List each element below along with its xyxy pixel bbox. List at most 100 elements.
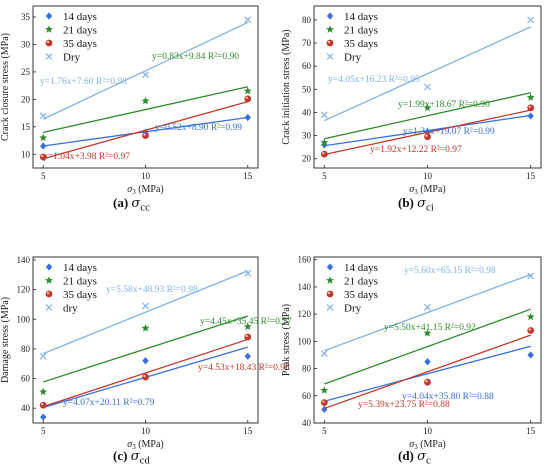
data-point	[142, 302, 149, 310]
y-tick-label: 80	[302, 364, 312, 374]
y-tick-label: 30	[302, 131, 312, 141]
fit-equation: y=0.83x+9.84 R²=0.90	[152, 52, 239, 62]
y-tick-label: 120	[298, 309, 312, 319]
legend-marker	[45, 263, 53, 271]
data-point	[424, 83, 431, 91]
legend-marker	[326, 12, 334, 20]
caption-b-symbol: σ	[417, 196, 427, 211]
fit-line-14-days	[324, 345, 531, 402]
caption-a-sub: cc	[140, 201, 150, 214]
fit-line-35-days	[43, 338, 248, 408]
y-tick-label: 60	[21, 374, 31, 384]
caption-c: (c) σcd	[113, 448, 150, 467]
data-point	[244, 16, 252, 24]
x-tick-label: 5	[41, 171, 46, 181]
x-tick-label: 15	[243, 171, 253, 181]
x-tick-label: 15	[526, 171, 536, 181]
legend-label: 14 days	[63, 262, 97, 274]
legend-label: Dry	[344, 303, 362, 315]
caption-d-label: (d)	[398, 448, 414, 463]
data-point	[244, 113, 251, 122]
data-point	[320, 399, 328, 406]
fit-line-dry	[42, 21, 249, 120]
x-tick-label: 5	[322, 426, 327, 436]
legend-marker	[45, 25, 53, 33]
y-tick-label: 20	[21, 94, 31, 104]
x-tick-label: 10	[423, 171, 433, 181]
fit-line-21-days	[43, 86, 248, 133]
legend-marker	[326, 53, 334, 60]
y-tick-label: 40	[302, 418, 312, 428]
legend-label: Dry	[344, 52, 362, 64]
fit-line-dry	[324, 26, 531, 122]
fit-line-21-days	[324, 92, 531, 140]
data-point	[321, 405, 328, 413]
fit-equation: y=1.04x+3.98 R²=0.97	[43, 152, 130, 162]
y-tick-label: 160	[298, 255, 312, 265]
data-point	[424, 378, 431, 386]
fit-equation: y=5.60x+65.15 R²=0.98	[404, 266, 496, 276]
fit-line-21-days	[43, 315, 248, 383]
caption-a: (a) σcc	[113, 195, 150, 214]
caption-d-symbol: σ	[417, 449, 427, 464]
y-tick-label: 100	[17, 314, 31, 324]
y-tick-label: 20	[302, 154, 312, 164]
fit-equation: y=4.45x+35.45 R²=0.77	[200, 317, 292, 327]
x-tick-label: 10	[141, 426, 151, 436]
legend-marker	[45, 290, 53, 298]
data-point	[142, 132, 149, 140]
fit-equation: y=4.53x+18.43 R²=0.98	[198, 363, 290, 373]
y-tick-label: 35	[21, 12, 31, 22]
data-point	[40, 413, 47, 421]
x-tick-label: 5	[41, 426, 46, 436]
legend-marker	[45, 12, 53, 20]
y-tick-label: 120	[17, 285, 31, 295]
y-tick-label: 80	[21, 344, 31, 354]
legend-marker	[45, 53, 53, 60]
y-tick-label: 40	[21, 403, 31, 413]
data-point	[39, 153, 47, 161]
legend-label: 21 days	[344, 276, 378, 288]
fit-equation: y=1.31x+19.07 R²=0.99	[403, 127, 495, 137]
fit-line-dry	[324, 273, 531, 352]
panel-c: 5 10 15 40 60 80 100 120 140 σ3 (MPa) Damage stres…	[0, 255, 292, 451]
legend-marker	[326, 304, 334, 311]
fit-line-35-days	[324, 109, 531, 156]
data-point	[424, 133, 431, 141]
y-axis-label: Crack initiation stress (MPa)	[281, 29, 292, 144]
x-axis-label: σ3 (MPa)	[127, 184, 164, 196]
data-point	[526, 312, 535, 321]
legend-label: 35 days	[344, 289, 378, 301]
legend-marker	[45, 276, 53, 284]
legend-marker	[326, 25, 334, 33]
fit-equation: y=1.76x+7.60 R²=0.98	[40, 77, 127, 87]
caption-c-symbol: σ	[130, 449, 140, 464]
legend-label: 14 days	[344, 11, 378, 23]
legend-label: 14 days	[63, 11, 97, 23]
data-point	[527, 112, 534, 120]
y-axis-label: Damage stress (MPa)	[0, 297, 11, 383]
fit-equation: y=1.92x+12.22 R²=0.97	[370, 145, 462, 155]
data-point	[142, 373, 149, 381]
data-point	[39, 133, 48, 142]
legend-marker	[326, 290, 334, 298]
panel-b: 5 10 15 20 30 40 50 60 70 80 σ3 (MPa) Crack initiat…	[281, 5, 542, 196]
data-point	[526, 93, 535, 101]
y-tick-label: 15	[21, 122, 31, 132]
y-tick-label: 80	[302, 15, 312, 25]
caption-b-label: (b)	[398, 195, 414, 210]
y-tick-label: 100	[298, 336, 312, 346]
fit-equation: y=0.52x+8.90 R²=0.99	[155, 123, 242, 133]
x-axis-label: σ3 (MPa)	[409, 184, 446, 196]
data-point	[244, 269, 252, 277]
y-axis-label: Peak stress (MPa)	[281, 304, 292, 376]
caption-d-sub: c	[426, 454, 431, 467]
data-point	[320, 350, 328, 358]
data-point	[39, 387, 48, 396]
data-point	[39, 352, 47, 360]
fit-equation: y=4.04x+35.80 R²=0.88	[402, 392, 494, 402]
x-tick-label: 5	[322, 171, 327, 181]
data-point	[243, 86, 252, 95]
